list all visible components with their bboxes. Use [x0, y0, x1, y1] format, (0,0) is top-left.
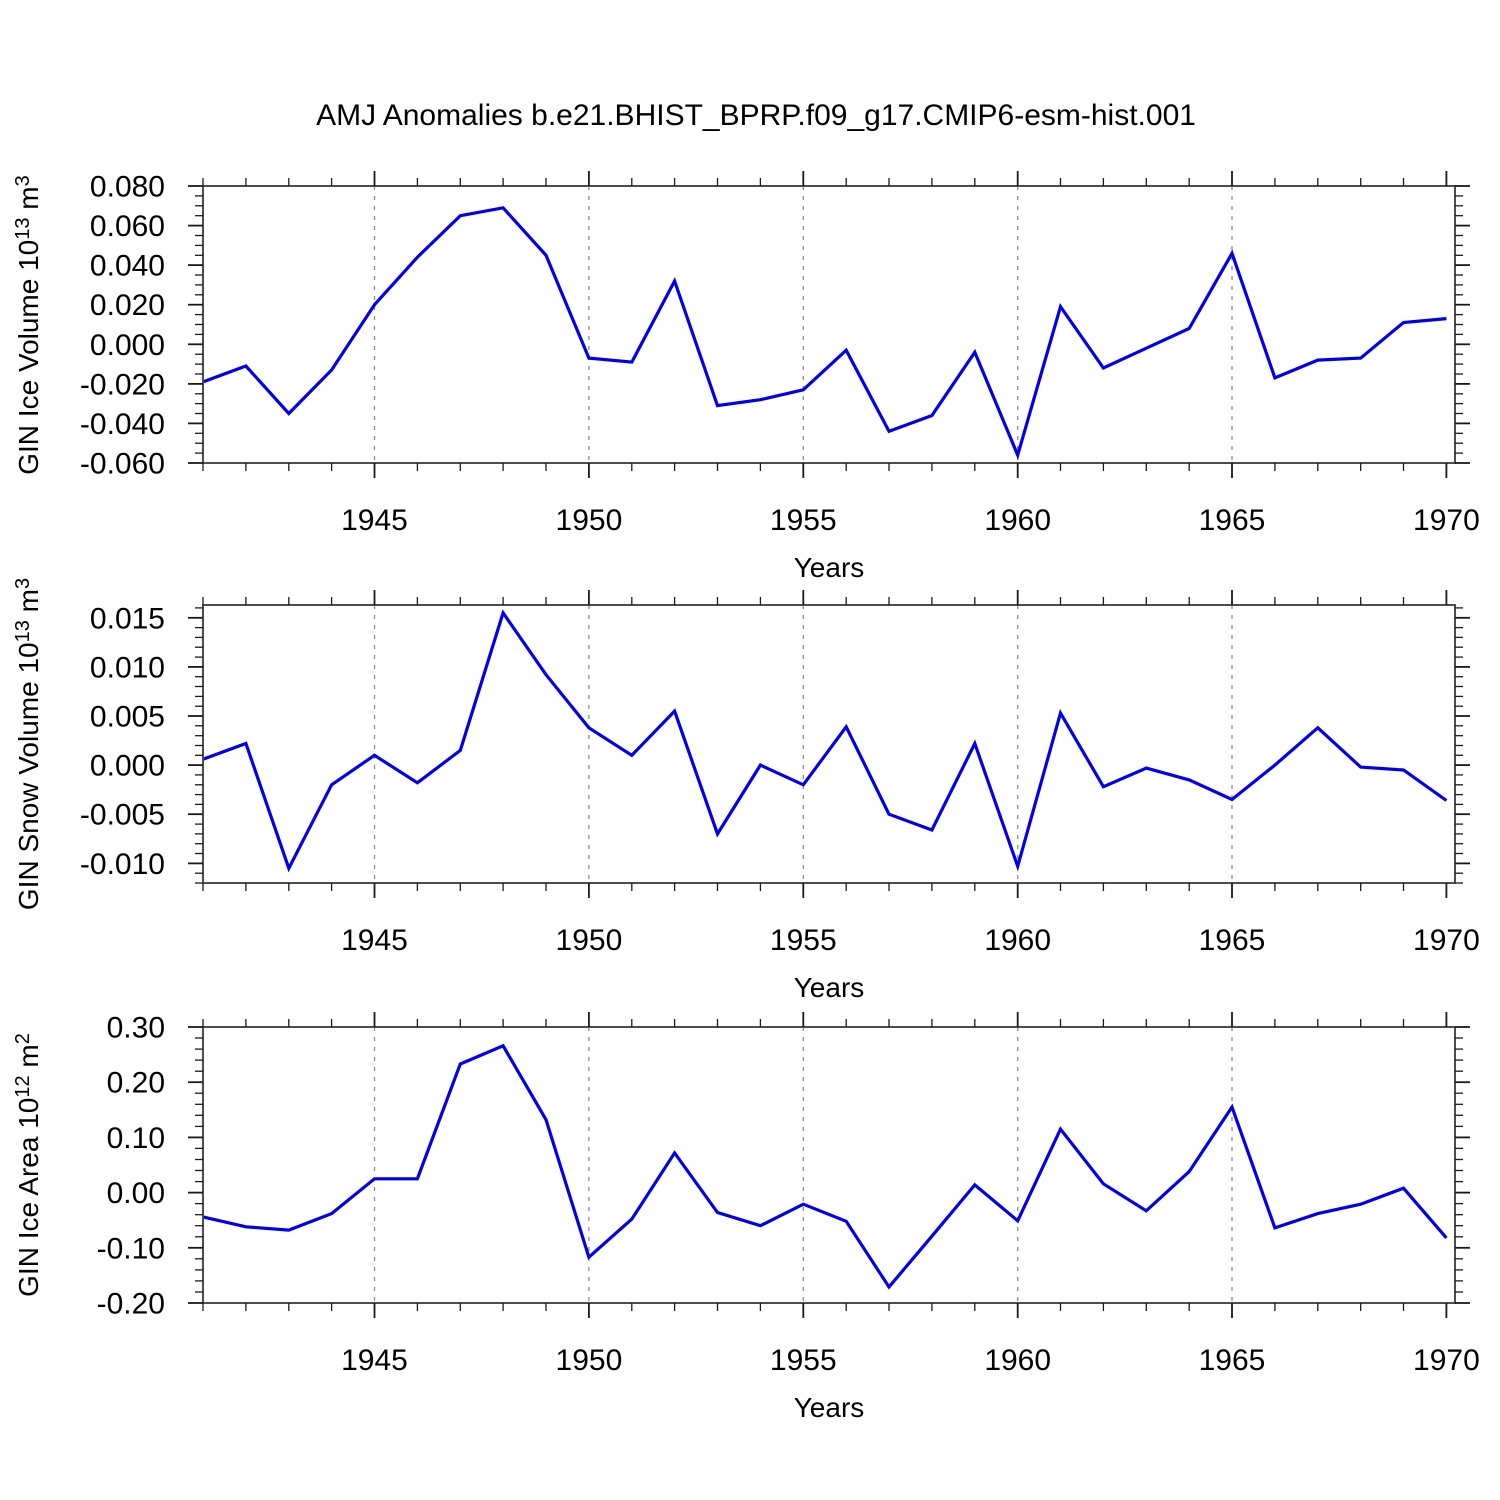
x-tick-label: 1950: [556, 504, 623, 537]
y-tick-label: 0.015: [90, 602, 165, 635]
y-tick-label: -0.040: [80, 408, 165, 441]
y-tick-label: 0.060: [90, 210, 165, 243]
x-tick-label: 1965: [1199, 1344, 1266, 1377]
x-tick-label: 1955: [770, 504, 837, 537]
x-axis-title: Years: [794, 972, 865, 1003]
x-tick-label: 1945: [341, 504, 408, 537]
y-tick-label: -0.060: [80, 448, 165, 481]
panel-ice-area: 0.30 0.20 0.10 0.00 -0.10 -0.20 1945 1950 1955 19…: [12, 1012, 1480, 1424]
plot-frame: [202, 1026, 1456, 1304]
y-tick-label: 0.000: [90, 329, 165, 362]
plot-frame: [202, 185, 1456, 464]
x-tick-label: 1945: [341, 924, 408, 957]
y-tick-label: 0.010: [90, 651, 165, 684]
y-tick-label: 0.000: [90, 750, 165, 783]
panel-snow-volume: 0.015 0.010 0.005 0.000 -0.005 -0.010 1945 1950…: [12, 578, 1480, 1003]
chart-title: AMJ Anomalies b.e21.BHIST_BPRP.f09_g17.C…: [316, 99, 1196, 132]
y-axis-title: GIN Ice Area 1012 m2: [12, 1033, 44, 1297]
x-tick-label: 1960: [984, 924, 1051, 957]
x-tick-label: 1965: [1199, 504, 1266, 537]
y-tick-label: 0.005: [90, 701, 165, 734]
x-tick-label: 1970: [1413, 504, 1480, 537]
series-line-ice-area: [202, 1043, 1448, 1290]
y-tick-label: 0.040: [90, 250, 165, 283]
x-tick-label: 1955: [770, 924, 837, 957]
x-tick-label: 1950: [556, 924, 623, 957]
y-axis-title: GIN Ice Volume 1013 m3: [12, 175, 44, 475]
x-tick-label: 1960: [984, 504, 1051, 537]
x-tick-label: 1955: [770, 1344, 837, 1377]
series-line-ice-volume: [202, 206, 1447, 460]
x-tick-label: 1945: [341, 1344, 408, 1377]
y-tick-label: 0.080: [90, 171, 165, 204]
plot-frame: [202, 604, 1456, 884]
series-line-snow-volume: [202, 609, 1448, 873]
x-tick-label: 1970: [1413, 924, 1480, 957]
y-axis-title: GIN Snow Volume 1013 m3: [12, 578, 44, 910]
y-tick-label: -0.010: [80, 848, 165, 881]
x-axis-title: Years: [794, 1392, 865, 1423]
x-tick-label: 1950: [556, 1344, 623, 1377]
y-tick-label: 0.020: [90, 289, 165, 322]
panel-ice-volume: 0.080 0.060 0.040 0.020 0.000 -0.020 -0.040 -0.…: [12, 171, 1480, 584]
y-tick-label: 0.20: [107, 1067, 165, 1100]
y-tick-label: -0.020: [80, 368, 165, 401]
x-tick-label: 1960: [984, 1344, 1051, 1377]
y-tick-label: 0.10: [107, 1122, 165, 1155]
x-tick-label: 1970: [1413, 1344, 1480, 1377]
y-tick-label: 0.30: [107, 1012, 165, 1045]
y-tick-label: 0.00: [107, 1177, 165, 1210]
y-tick-label: -0.005: [80, 799, 165, 832]
x-tick-label: 1965: [1199, 924, 1266, 957]
y-tick-label: -0.20: [97, 1288, 165, 1321]
y-tick-label: -0.10: [97, 1232, 165, 1265]
x-axis-title: Years: [794, 552, 865, 583]
